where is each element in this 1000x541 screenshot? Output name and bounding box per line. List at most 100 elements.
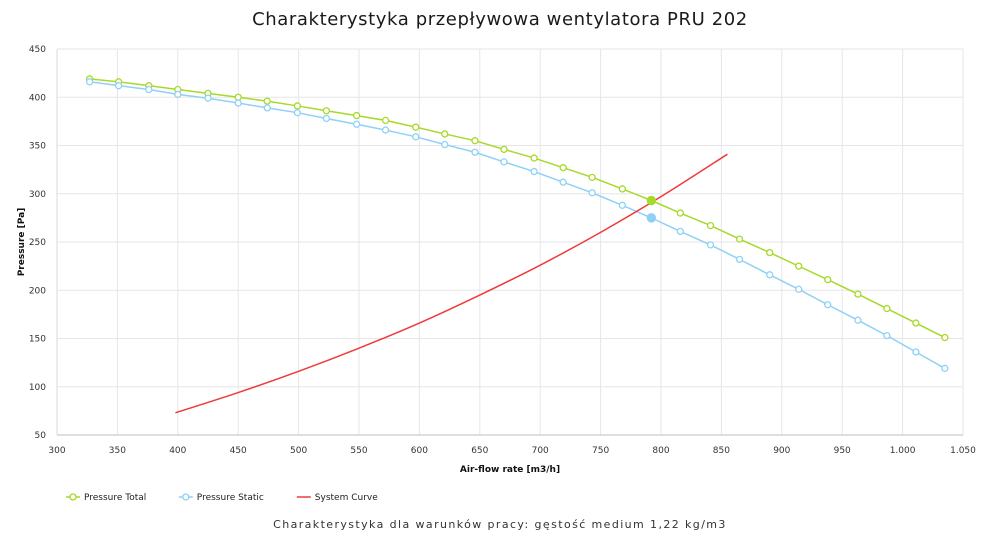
x-tick-label: 800 <box>652 446 669 456</box>
series-line-pressure-total <box>89 78 946 339</box>
data-point-pressure-static[interactable] <box>234 99 242 107</box>
x-tick-label: 1.050 <box>950 446 976 456</box>
x-tick-label: 450 <box>230 446 247 456</box>
x-axis-label: Air-flow rate [m3/h] <box>460 465 560 475</box>
series-line-pressure-static <box>89 81 946 370</box>
data-point-pressure-static[interactable] <box>114 82 123 90</box>
legend-item-pressure-total[interactable]: Pressure Total <box>66 493 146 503</box>
data-point-pressure-total[interactable] <box>263 97 271 105</box>
y-tick-label: 350 <box>29 142 46 152</box>
data-point-pressure-static[interactable] <box>735 255 744 264</box>
x-tick-label: 350 <box>109 446 126 456</box>
data-point-pressure-static[interactable] <box>559 178 567 186</box>
data-point-pressure-total[interactable] <box>588 173 596 181</box>
operating-point-pressure-total[interactable] <box>646 195 657 206</box>
x-tick-label: 750 <box>592 446 609 456</box>
data-point-pressure-total[interactable] <box>530 154 538 162</box>
data-point-pressure-total[interactable] <box>559 164 567 172</box>
x-tick-label: 650 <box>471 446 488 456</box>
data-point-pressure-static[interactable] <box>412 133 420 141</box>
y-tick-label: 400 <box>29 93 46 103</box>
data-point-pressure-total[interactable] <box>234 93 242 101</box>
x-tick-label: 550 <box>350 446 367 456</box>
data-point-pressure-total[interactable] <box>322 107 331 115</box>
data-point-pressure-total[interactable] <box>500 145 508 154</box>
data-point-pressure-static[interactable] <box>293 109 302 117</box>
data-point-pressure-static[interactable] <box>941 364 949 373</box>
data-point-pressure-total[interactable] <box>441 130 449 138</box>
data-point-pressure-total[interactable] <box>883 304 891 313</box>
legend-item-system-curve[interactable]: System Curve <box>296 493 378 503</box>
legend-label: Pressure Static <box>197 493 264 503</box>
y-axis-label: Pressure [Pa] <box>17 208 27 277</box>
data-point-pressure-static[interactable] <box>85 78 94 86</box>
x-tick-label: 300 <box>48 446 65 456</box>
data-point-pressure-static[interactable] <box>204 94 212 102</box>
data-point-pressure-static[interactable] <box>766 271 774 279</box>
legend-label: System Curve <box>315 493 378 503</box>
data-point-pressure-static[interactable] <box>471 148 479 156</box>
y-tick-labels: 50 100 150 200 250 300 350 400 450 <box>29 45 46 441</box>
y-tick-label: 150 <box>29 335 46 345</box>
x-tick-label: 500 <box>290 446 307 456</box>
data-point-pressure-static[interactable] <box>883 331 891 340</box>
data-point-pressure-static[interactable] <box>854 316 862 324</box>
legend-label: Pressure Total <box>84 493 146 503</box>
x-tick-label: 400 <box>169 446 186 456</box>
data-point-pressure-total[interactable] <box>618 185 626 193</box>
data-point-pressure-static[interactable] <box>706 241 715 249</box>
data-point-pressure-total[interactable] <box>412 123 420 131</box>
y-tick-label: 100 <box>29 383 46 393</box>
data-point-pressure-static[interactable] <box>618 201 626 209</box>
x-tick-label: 900 <box>773 446 790 456</box>
data-point-pressure-static[interactable] <box>352 120 361 128</box>
operating-point-pressure-static[interactable] <box>646 213 657 223</box>
data-point-pressure-total[interactable] <box>854 290 862 298</box>
data-point-pressure-static[interactable] <box>795 285 803 293</box>
data-point-pressure-static[interactable] <box>500 158 508 166</box>
data-point-pressure-total[interactable] <box>824 275 832 284</box>
data-point-pressure-total[interactable] <box>293 102 302 110</box>
x-tick-label: 600 <box>411 446 428 456</box>
data-point-pressure-total[interactable] <box>941 333 949 342</box>
data-point-pressure-static[interactable] <box>530 167 538 176</box>
chart-caption: Charakterystyka dla warunków pracy: gęst… <box>273 518 727 531</box>
legend-swatch-marker <box>69 493 77 501</box>
x-tick-labels: 300 350 400 450 500 550 600 650 700 750 800 850 900 9… <box>48 446 976 456</box>
data-point-pressure-total[interactable] <box>706 221 715 230</box>
data-point-pressure-total[interactable] <box>735 235 744 243</box>
series-line-system-curve <box>175 153 728 414</box>
data-point-pressure-static[interactable] <box>322 114 331 123</box>
data-point-pressure-static[interactable] <box>676 227 684 236</box>
x-tick-label: 950 <box>834 446 851 456</box>
data-point-pressure-total[interactable] <box>795 262 803 270</box>
data-point-pressure-static[interactable] <box>145 85 153 94</box>
x-tick-label: 1.000 <box>890 446 916 456</box>
grid <box>56 48 964 436</box>
legend: Pressure Total Pressure Static System Curv… <box>66 493 378 503</box>
legend-item-pressure-static[interactable]: Pressure Static <box>178 493 264 503</box>
data-point-pressure-static[interactable] <box>263 104 271 112</box>
data-point-pressure-static[interactable] <box>588 189 596 197</box>
data-point-pressure-static[interactable] <box>912 348 920 356</box>
data-point-pressure-total[interactable] <box>676 209 684 217</box>
data-point-pressure-total[interactable] <box>352 111 361 120</box>
series-layer <box>85 75 949 414</box>
data-point-pressure-static[interactable] <box>824 301 832 309</box>
data-point-pressure-static[interactable] <box>174 90 182 99</box>
legend-swatch-marker <box>182 493 190 501</box>
data-point-pressure-total[interactable] <box>381 116 390 125</box>
data-point-pressure-total[interactable] <box>471 137 479 145</box>
y-tick-label: 300 <box>29 190 46 200</box>
y-tick-label: 200 <box>29 286 46 296</box>
data-point-pressure-static[interactable] <box>441 140 449 149</box>
data-point-pressure-static[interactable] <box>381 126 390 134</box>
x-tick-label: 850 <box>713 446 730 456</box>
data-point-pressure-total[interactable] <box>912 319 920 327</box>
chart-title: Charakterystyka przepływowa wentylatora … <box>252 9 748 30</box>
data-point-pressure-total[interactable] <box>766 248 774 257</box>
y-tick-label: 450 <box>29 45 46 55</box>
y-tick-label: 50 <box>35 431 47 441</box>
x-tick-label: 700 <box>532 446 549 456</box>
